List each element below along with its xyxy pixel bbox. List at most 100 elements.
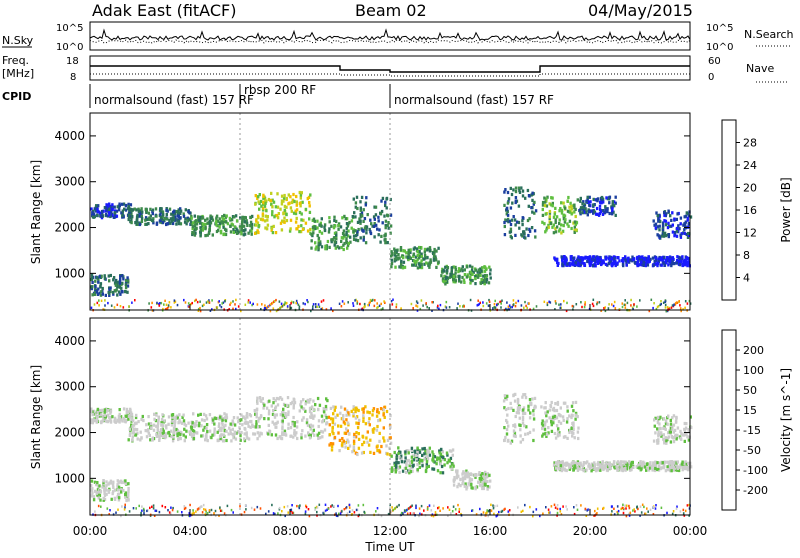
heatmap-cell	[430, 509, 433, 512]
heatmap-cell	[523, 411, 527, 415]
heatmap-cell	[97, 504, 100, 508]
heatmap-cell	[255, 407, 259, 411]
heatmap-cell	[158, 510, 161, 514]
heatmap-cell	[625, 507, 627, 510]
heatmap-cell	[362, 503, 365, 507]
heatmap-cell	[418, 250, 421, 254]
heatmap-cell	[503, 406, 506, 410]
heatmap-cell	[276, 214, 279, 218]
heatmap-cell	[257, 224, 261, 228]
heatmap-cell	[103, 274, 106, 278]
heatmap-cell	[91, 211, 94, 215]
heatmap-cell	[666, 306, 669, 309]
heatmap-cell	[354, 205, 357, 209]
heatmap-cell	[427, 450, 431, 454]
heatmap-cell	[389, 224, 393, 228]
heatmap-cell	[116, 285, 119, 289]
heatmap-cell	[480, 277, 483, 282]
heatmap-cell	[232, 230, 235, 234]
heatmap-cell	[687, 231, 690, 236]
heatmap-cell	[282, 409, 285, 413]
heatmap-cell	[482, 274, 485, 278]
heatmap-cell	[517, 220, 521, 225]
heatmap-cell	[510, 218, 514, 222]
heatmap-cell	[154, 419, 158, 423]
heatmap-cell	[271, 412, 275, 416]
heatmap-cell	[224, 419, 228, 423]
heatmap-cell	[404, 452, 407, 456]
heatmap-cell	[395, 457, 398, 461]
heatmap-cell	[232, 511, 234, 514]
heatmap-cell	[364, 203, 367, 207]
heatmap-cell	[432, 467, 436, 471]
heatmap-cell	[428, 504, 431, 507]
heatmap-cell	[571, 401, 575, 405]
heatmap-cell	[624, 303, 627, 307]
heatmap-cell	[173, 423, 176, 427]
heatmap-cell	[316, 510, 318, 514]
heatmap-cell	[568, 467, 571, 471]
heatmap-cell	[385, 206, 388, 210]
heatmap-cell	[453, 476, 456, 480]
heatmap-cell	[576, 468, 580, 472]
heatmap-cell	[243, 432, 246, 436]
heatmap-cell	[415, 504, 417, 507]
heatmap-cell	[411, 464, 415, 468]
heatmap-cell	[109, 509, 111, 512]
heatmap-cell	[553, 414, 557, 418]
heatmap-cell	[179, 432, 182, 437]
heatmap-cell	[210, 508, 213, 512]
heatmap-cell	[292, 301, 295, 304]
heatmap-cell	[541, 426, 544, 431]
heatmap-cell	[308, 410, 312, 414]
heatmap-cell	[505, 397, 508, 401]
heatmap-cell	[244, 303, 247, 306]
heatmap-cell	[215, 216, 218, 220]
heatmap-cell	[470, 482, 473, 487]
heatmap-cell	[469, 277, 472, 281]
heatmap-cell	[628, 258, 632, 262]
heatmap-cell	[659, 432, 662, 437]
heatmap-cell	[556, 460, 560, 464]
heatmap-cell	[165, 424, 168, 428]
heatmap-cell	[572, 409, 575, 413]
heatmap-cell	[298, 210, 302, 215]
time-tick-label: 16:00	[473, 524, 508, 538]
heatmap-cell	[539, 514, 541, 518]
heatmap-cell	[220, 426, 223, 430]
heatmap-cell	[658, 464, 661, 468]
heatmap-cell	[635, 262, 639, 266]
heatmap-cell	[204, 227, 207, 231]
heatmap-cell	[96, 207, 99, 211]
heatmap-cell	[358, 418, 361, 422]
heatmap-cell	[160, 428, 163, 432]
heatmap-cell	[669, 460, 672, 464]
heatmap-cell	[482, 278, 485, 282]
heatmap-cell	[606, 210, 609, 214]
heatmap-cell	[479, 281, 483, 285]
heatmap-cell	[632, 257, 636, 261]
heatmap-cell	[160, 417, 164, 421]
heatmap-cell	[215, 223, 218, 227]
heatmap-cell	[103, 491, 106, 495]
heatmap-cell	[294, 209, 297, 213]
heatmap-cell	[308, 407, 312, 411]
heatmap-cell	[452, 274, 456, 279]
heatmap-cell	[460, 280, 463, 284]
heatmap-cell	[275, 413, 278, 417]
heatmap-cell	[594, 264, 597, 268]
colorbar-tick-label: -50	[743, 444, 761, 457]
heatmap-cell	[309, 193, 312, 197]
heatmap-cell	[606, 207, 609, 211]
heatmap-cell	[208, 509, 211, 512]
heatmap-cell	[168, 430, 171, 435]
heatmap-cell	[90, 306, 93, 309]
heatmap-cell	[651, 256, 655, 260]
heatmap-cell	[656, 305, 659, 309]
heatmap-cell	[574, 413, 577, 417]
heatmap-cell	[192, 231, 195, 235]
heatmap-cell	[112, 480, 115, 484]
heatmap-cell	[91, 293, 94, 297]
nave-label: Nave	[746, 62, 774, 75]
heatmap-cell	[664, 306, 667, 309]
